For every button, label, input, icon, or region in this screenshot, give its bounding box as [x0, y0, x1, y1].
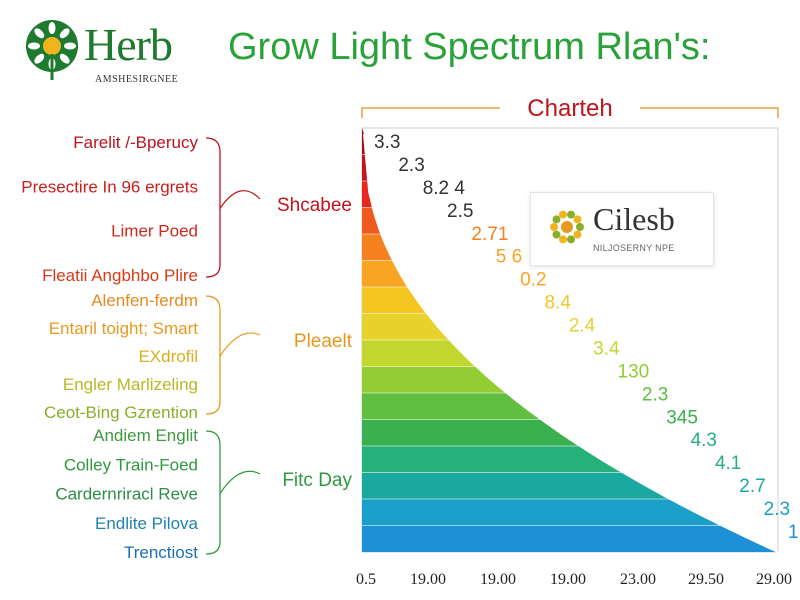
- category-item: Fleatii Angbhbo Plire: [42, 266, 198, 285]
- category-bracket: [205, 137, 221, 278]
- herb-leaf-icon: [26, 20, 78, 80]
- x-tick-label: 29.50: [688, 571, 724, 588]
- data-label: 5 6: [496, 247, 522, 268]
- spectrum-band: [362, 525, 778, 552]
- data-label: 8.4: [544, 293, 571, 314]
- data-label: 2.7: [739, 476, 765, 497]
- category-item: EXdrofil: [138, 347, 198, 366]
- data-label: 2.3: [398, 155, 424, 176]
- data-label: 2.5: [447, 201, 473, 222]
- legend-petal: [576, 223, 584, 231]
- category-connector: [219, 190, 261, 209]
- x-tick-label: 19.00: [480, 571, 516, 588]
- category-item: Trenctiost: [124, 543, 198, 562]
- logo-leaf: [28, 42, 40, 50]
- legend-petal: [552, 230, 561, 239]
- data-label: 2.3: [642, 384, 668, 405]
- category-item: Presectire In 96 ergrets: [21, 177, 198, 196]
- category-item: Alenfen-ferdm: [91, 291, 198, 310]
- category-item: Ceot-Bing Gzrention: [44, 403, 198, 422]
- x-tick-label: 23.00: [620, 571, 656, 588]
- category-connector: [219, 332, 261, 357]
- legend-petal: [573, 215, 582, 224]
- data-label: 1.7: [788, 522, 800, 543]
- logo-leaf: [59, 28, 70, 39]
- category-item: Endlite Pilova: [95, 514, 199, 533]
- legend-petal: [567, 210, 575, 219]
- data-label: 130: [618, 361, 650, 382]
- data-label: 8.2 4: [423, 178, 466, 199]
- logo-subtext: AMSHESIRGNEE: [95, 74, 179, 85]
- logo-center: [43, 37, 61, 55]
- category-label: Shcabee: [277, 195, 352, 216]
- legend-petal: [573, 230, 582, 239]
- legend-petal: [559, 210, 567, 219]
- legend-petal: [559, 235, 567, 244]
- x-tick-label: 0.5: [356, 571, 376, 588]
- category-label: Pleaelt: [294, 331, 353, 352]
- data-label: 4.1: [715, 453, 741, 474]
- category-item: Limer Poed: [111, 222, 198, 241]
- x-tick-label: 19.00: [550, 571, 586, 588]
- header-bracket-left: [361, 107, 500, 118]
- data-label: 3.3: [374, 132, 400, 153]
- legend-petal: [567, 235, 575, 244]
- category-group: Farelit /-Bperucy Presectire In 96 ergret…: [21, 133, 352, 285]
- category-group: Alenfen-ferdm Entaril toight; Smart EXdrof…: [44, 291, 353, 422]
- page-title: Grow Light Spectrum Rlan's:: [228, 26, 711, 68]
- logo-leaf: [48, 22, 56, 34]
- logo-leaf: [34, 28, 45, 39]
- logo-leaf: [64, 42, 76, 50]
- data-label: 3.4: [593, 338, 620, 359]
- logo-word: Herb: [84, 19, 173, 70]
- category-item: Cardernriracl Reve: [55, 485, 198, 504]
- category-bracket: [205, 295, 221, 415]
- category-item: Entaril toight; Smart: [49, 319, 199, 338]
- logo-leaf: [34, 53, 45, 64]
- chart-header: Charteh: [361, 95, 779, 122]
- data-label: 2.4: [569, 316, 596, 337]
- logo-leaf: [59, 53, 70, 64]
- category-item: Engler Marlizeling: [63, 375, 198, 394]
- category-label: Fitc Day: [282, 470, 352, 491]
- category-group: Andiem Englit Colley Train-Foed Cardernrir…: [55, 426, 352, 562]
- legend-petal: [552, 215, 561, 224]
- category-item: Farelit /-Bperucy: [73, 133, 198, 152]
- chart-title: Charteh: [527, 95, 612, 122]
- legend-petal: [550, 223, 558, 231]
- legend-icon-center: [561, 221, 573, 233]
- category-bracket: [205, 430, 221, 555]
- category-item: Colley Train-Foed: [64, 455, 198, 474]
- chart-legend: Cilesb NILJOSERNY NPE: [530, 192, 714, 266]
- data-label: 4.3: [691, 430, 717, 451]
- header-bracket-right: [640, 107, 779, 118]
- spectrum-curve: [363, 133, 779, 553]
- x-tick-label: 29.00: [756, 571, 792, 588]
- legend-title: Cilesb: [593, 201, 675, 237]
- x-tick-label: 19.00: [410, 571, 446, 588]
- data-label: 2.3: [764, 499, 790, 520]
- data-label: 345: [666, 407, 698, 428]
- data-label: 2.71: [471, 224, 508, 245]
- legend-subtitle: NILJOSERNY NPE: [593, 243, 675, 253]
- category-connector: [219, 470, 261, 494]
- data-label: 0.2: [520, 270, 546, 291]
- category-item: Andiem Englit: [93, 426, 198, 445]
- herb-logo: Herb AMSHESIRGNEE: [22, 14, 212, 94]
- flower-icon: [550, 210, 584, 244]
